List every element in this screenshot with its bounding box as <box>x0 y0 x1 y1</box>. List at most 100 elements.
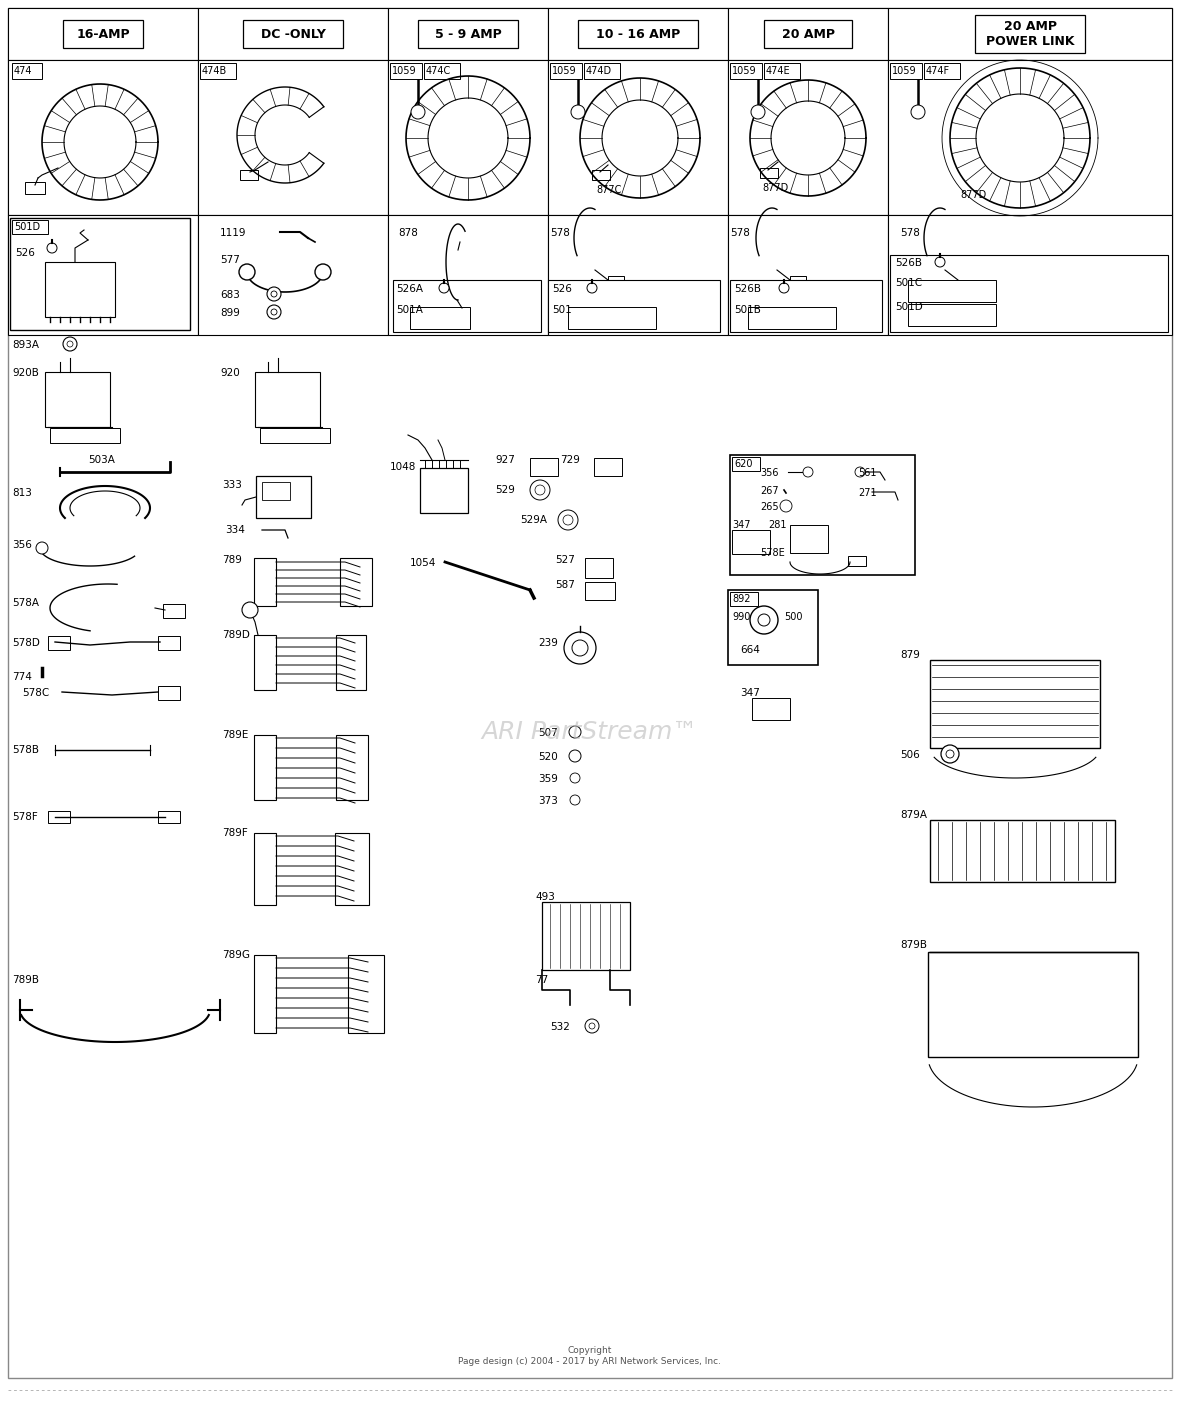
Text: 1059: 1059 <box>732 66 756 76</box>
Circle shape <box>570 796 581 805</box>
Text: 879B: 879B <box>900 941 927 950</box>
Text: 990: 990 <box>732 612 750 622</box>
Circle shape <box>271 291 277 297</box>
Bar <box>958 276 974 286</box>
Circle shape <box>585 1019 599 1033</box>
Bar <box>732 529 771 553</box>
Bar <box>409 307 470 329</box>
Bar <box>728 8 889 61</box>
Bar <box>8 61 198 215</box>
Text: 474E: 474E <box>766 66 791 76</box>
Text: 520: 520 <box>538 752 558 762</box>
Bar <box>907 280 996 301</box>
Text: 501D: 501D <box>14 222 40 232</box>
Bar <box>63 20 143 48</box>
Bar <box>578 20 699 48</box>
Text: 893A: 893A <box>12 339 39 351</box>
Bar <box>760 168 778 177</box>
Circle shape <box>780 500 792 513</box>
Circle shape <box>315 265 332 280</box>
Text: 527: 527 <box>555 555 575 565</box>
Bar <box>568 307 656 329</box>
Circle shape <box>804 467 813 477</box>
Bar <box>930 660 1100 748</box>
Text: 877D: 877D <box>762 183 788 193</box>
Text: 373: 373 <box>538 796 558 805</box>
Bar <box>12 220 48 234</box>
Circle shape <box>856 467 865 477</box>
Text: 578F: 578F <box>12 812 38 822</box>
Bar <box>728 590 818 665</box>
Bar <box>393 280 540 332</box>
Circle shape <box>911 106 925 120</box>
Text: 578D: 578D <box>12 638 40 648</box>
Text: 577: 577 <box>219 255 240 265</box>
Circle shape <box>411 106 425 120</box>
Bar <box>789 276 806 286</box>
Bar <box>9 218 190 329</box>
Text: 620: 620 <box>734 459 753 469</box>
Circle shape <box>589 1024 595 1029</box>
Bar <box>763 63 800 79</box>
Bar <box>420 467 468 513</box>
Text: 529A: 529A <box>520 515 548 525</box>
Bar <box>927 952 1138 1057</box>
Bar <box>550 63 582 79</box>
Bar <box>975 15 1084 54</box>
Bar <box>158 636 181 650</box>
Bar <box>548 61 728 215</box>
Text: 664: 664 <box>740 645 760 655</box>
Bar <box>336 635 366 690</box>
Text: 77: 77 <box>535 974 549 986</box>
Text: 789: 789 <box>222 555 242 565</box>
Text: 774: 774 <box>12 672 32 681</box>
Text: 529: 529 <box>494 484 514 496</box>
Text: 1048: 1048 <box>391 462 417 472</box>
Text: 474B: 474B <box>202 66 228 76</box>
Text: 500: 500 <box>784 612 802 622</box>
Circle shape <box>570 773 581 783</box>
Circle shape <box>37 542 48 553</box>
Circle shape <box>569 727 581 738</box>
Text: 474C: 474C <box>426 66 451 76</box>
Bar <box>256 476 312 518</box>
Circle shape <box>572 641 588 656</box>
Circle shape <box>439 283 450 293</box>
Circle shape <box>569 750 581 762</box>
Text: 526B: 526B <box>894 258 922 268</box>
Bar <box>585 582 615 600</box>
Text: 578E: 578E <box>760 548 785 558</box>
Bar <box>388 8 548 61</box>
Bar <box>199 63 236 79</box>
Text: 789B: 789B <box>12 974 39 986</box>
Bar <box>388 61 548 215</box>
Bar <box>388 215 548 335</box>
Bar <box>243 20 343 48</box>
Bar <box>592 170 610 180</box>
Text: 356: 356 <box>12 541 32 551</box>
Text: Copyright
Page design (c) 2004 - 2017 by ARI Network Services, Inc.: Copyright Page design (c) 2004 - 2017 by… <box>459 1346 721 1366</box>
Text: 587: 587 <box>555 580 575 590</box>
Bar <box>889 8 1172 61</box>
Text: 578: 578 <box>900 228 920 238</box>
Circle shape <box>940 745 959 763</box>
Bar <box>8 215 198 335</box>
Text: 506: 506 <box>900 750 919 760</box>
Text: 892: 892 <box>732 594 750 604</box>
Bar <box>548 280 720 332</box>
Bar <box>608 276 624 286</box>
Bar <box>198 8 388 61</box>
Circle shape <box>242 603 258 618</box>
Bar <box>730 591 758 605</box>
Text: 578A: 578A <box>12 598 39 608</box>
Text: 878: 878 <box>398 228 418 238</box>
Circle shape <box>564 632 596 665</box>
Circle shape <box>563 515 573 525</box>
Bar <box>732 458 760 472</box>
Text: 789F: 789F <box>222 828 248 838</box>
Text: 503A: 503A <box>88 455 114 465</box>
Text: 501D: 501D <box>894 301 923 313</box>
Text: 16-AMP: 16-AMP <box>77 28 130 41</box>
Text: 526B: 526B <box>734 284 761 294</box>
Text: 359: 359 <box>538 774 558 784</box>
